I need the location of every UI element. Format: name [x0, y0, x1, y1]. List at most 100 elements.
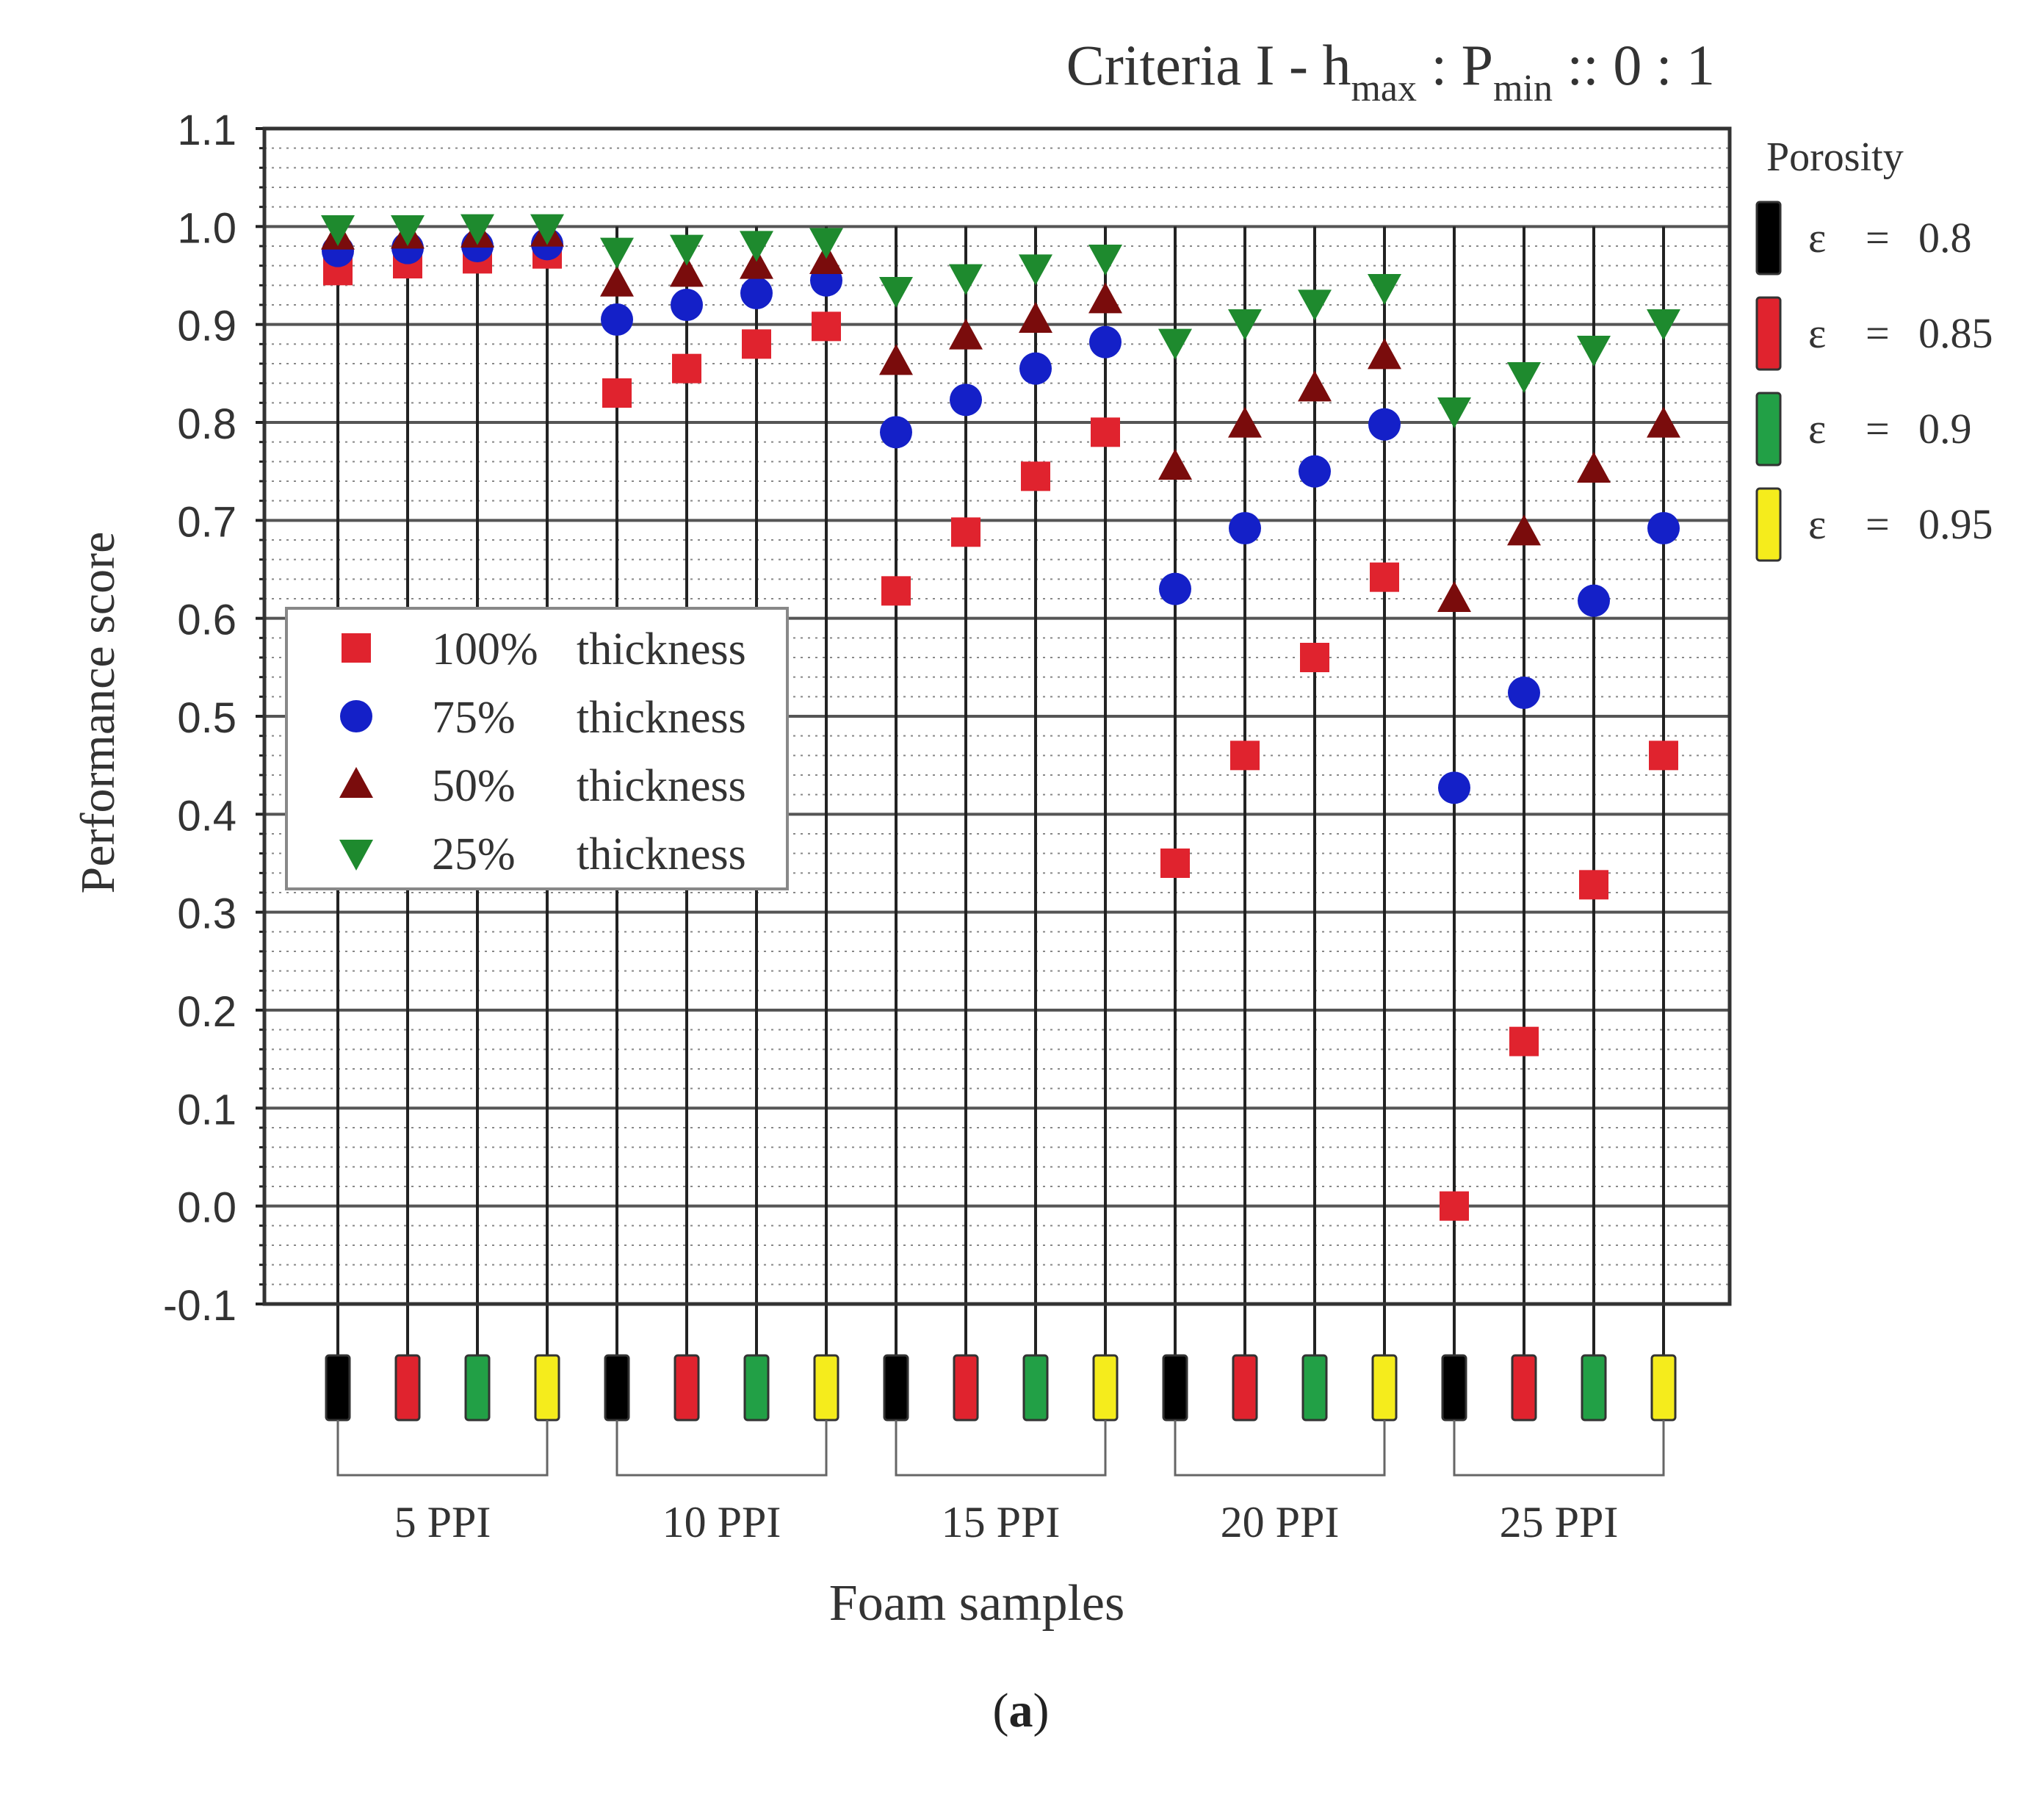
series-legend: 100% thickness 75% thickness 50% thickness 25%… — [285, 607, 789, 890]
data-point — [1647, 309, 1680, 340]
data-point — [1507, 362, 1541, 393]
data-point — [1228, 406, 1262, 438]
porosity-chips — [325, 1354, 1677, 1422]
y-tick-label: 0.5 — [177, 694, 236, 742]
porosity-legend-title: Porosity — [1766, 134, 1904, 180]
data-point — [1021, 461, 1050, 491]
porosity-chip — [953, 1354, 979, 1422]
legend-label: thickness — [577, 761, 746, 811]
group-bracket — [1174, 1420, 1386, 1477]
porosity-equals: = — [1866, 309, 1890, 357]
data-point — [1577, 336, 1611, 367]
porosity-value: 0.9 — [1918, 405, 1972, 453]
porosity-chip — [743, 1354, 770, 1422]
porosity-chip — [394, 1354, 421, 1422]
data-point — [1578, 584, 1610, 617]
data-point — [1091, 417, 1120, 447]
x-axis-label: Foam samples — [829, 1575, 1124, 1632]
porosity-symbol: ε — [1808, 500, 1826, 548]
porosity-chip — [883, 1354, 909, 1422]
data-point — [1019, 254, 1052, 286]
y-axis: 1.1 1.0 0.9 0.8 0.7 0.6 0.5 0.4 0.3 0.2 0.1 0.0 -0.1 — [163, 107, 264, 1330]
group-label: 25 PPI — [1500, 1498, 1619, 1546]
y-tick-label: 0.9 — [177, 303, 236, 350]
porosity-symbol: ε — [1808, 309, 1826, 357]
data-point — [671, 289, 703, 321]
porosity-symbol: ε — [1808, 405, 1826, 453]
y-tick-label: 0.7 — [177, 498, 236, 546]
data-point — [950, 383, 982, 417]
group-label: 5 PPI — [394, 1498, 491, 1546]
group-label: 10 PPI — [662, 1498, 781, 1546]
porosity-swatch — [1755, 201, 1782, 275]
data-point — [1368, 408, 1401, 441]
data-point — [1579, 870, 1608, 900]
legend-label: thickness — [577, 829, 746, 879]
data-point — [1440, 1191, 1469, 1221]
porosity-chip — [1092, 1354, 1119, 1422]
y-tick-label: 0.0 — [177, 1184, 236, 1232]
data-point — [600, 265, 634, 297]
data-point — [1019, 302, 1052, 333]
data-point — [530, 214, 564, 245]
data-markers — [321, 214, 1680, 1221]
data-point — [1298, 289, 1332, 321]
data-point — [1368, 274, 1401, 305]
data-point — [1229, 512, 1261, 544]
data-point — [1647, 512, 1680, 544]
porosity-chip — [673, 1354, 700, 1422]
data-point — [1158, 449, 1192, 480]
porosity-symbol: ε — [1808, 214, 1826, 262]
legend-label: thickness — [577, 693, 746, 743]
legend-marker — [340, 700, 372, 732]
data-point — [949, 318, 983, 350]
data-point — [1437, 397, 1471, 428]
data-point — [881, 576, 911, 606]
y-axis-label: Performance score — [71, 532, 125, 894]
porosity-equals: = — [1866, 214, 1890, 262]
porosity-chip — [1441, 1354, 1467, 1422]
data-point — [879, 277, 913, 308]
data-point — [1019, 352, 1052, 385]
data-point — [672, 353, 701, 383]
y-tick-label: 0.4 — [177, 792, 236, 840]
data-point — [1300, 643, 1329, 672]
data-point — [809, 228, 843, 259]
porosity-equals: = — [1866, 500, 1890, 548]
data-point — [1437, 581, 1471, 612]
porosity-legend: Porosity ε = 0.8 ε = 0.85 ε = 0.9 ε = 0.95 — [1755, 134, 1993, 562]
porosity-chip — [813, 1354, 839, 1422]
legend-label: thickness — [577, 624, 746, 674]
data-point — [740, 277, 773, 309]
y-tick-label: 1.1 — [177, 107, 236, 154]
data-point — [1089, 325, 1122, 359]
porosity-chip — [464, 1354, 491, 1422]
porosity-value: 0.85 — [1918, 309, 1993, 357]
data-point — [1508, 677, 1540, 709]
figure-caption: (a) — [993, 1684, 1050, 1737]
data-point — [742, 329, 771, 359]
data-point — [1088, 245, 1122, 275]
data-point — [951, 517, 981, 547]
data-point — [600, 237, 634, 269]
data-point — [880, 416, 912, 449]
porosity-swatch — [1755, 296, 1782, 371]
data-point — [1159, 572, 1191, 605]
legend-percent: 50% — [432, 761, 516, 811]
y-tick-label: 0.6 — [177, 597, 236, 644]
porosity-equals: = — [1866, 405, 1890, 453]
data-point — [670, 256, 704, 287]
data-point — [812, 311, 841, 342]
group-brackets: 5 PPI 10 PPI 15 PPI 20 PPI 25 PPI — [336, 1420, 1665, 1546]
data-point — [602, 378, 632, 408]
porosity-chip — [325, 1354, 351, 1422]
legend-marker — [339, 840, 373, 871]
porosity-chip — [534, 1354, 560, 1422]
data-point — [670, 234, 704, 266]
legend-percent: 100% — [432, 624, 538, 674]
data-point — [1088, 282, 1122, 314]
group-label: 15 PPI — [942, 1498, 1061, 1546]
porosity-swatch — [1755, 487, 1782, 562]
porosity-swatch — [1755, 392, 1782, 466]
data-point — [1647, 406, 1680, 438]
